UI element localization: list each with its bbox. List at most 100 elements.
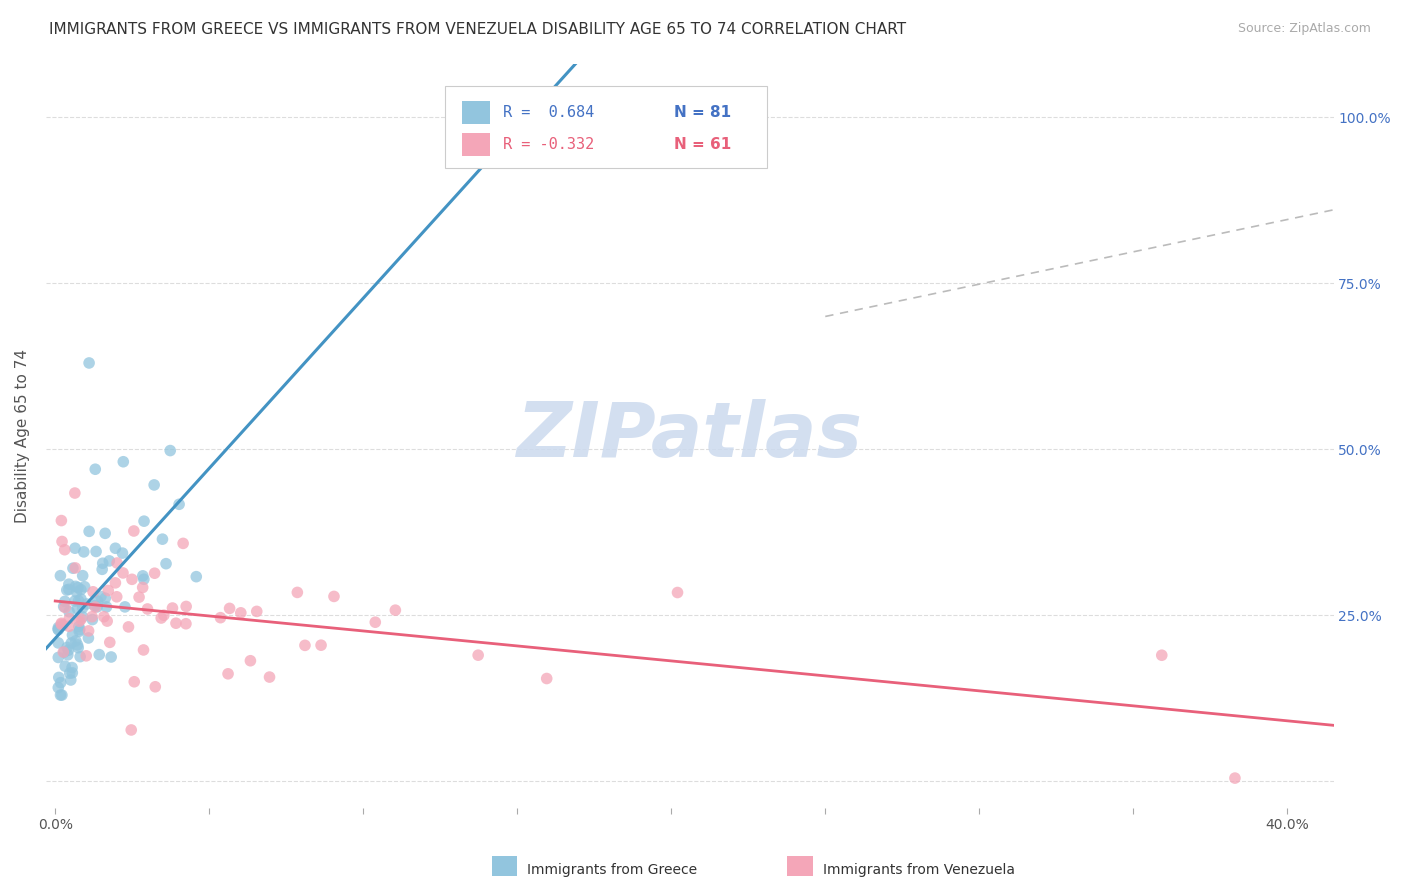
- Point: [186, 569, 208, 583]
- Point: [152, 532, 174, 546]
- Point: [66, 638, 89, 652]
- Point: [89, 648, 111, 662]
- FancyBboxPatch shape: [446, 87, 768, 169]
- Point: [63, 594, 86, 608]
- Point: [58, 643, 80, 657]
- Point: [174, 599, 197, 614]
- Point: [60, 636, 83, 650]
- Text: R = -0.332: R = -0.332: [503, 136, 595, 152]
- Point: [65, 561, 87, 575]
- Point: [82, 584, 104, 599]
- Point: [51, 617, 73, 632]
- Point: [72, 568, 94, 582]
- Point: [66, 601, 89, 615]
- Point: [174, 616, 197, 631]
- Point: [58, 612, 80, 626]
- Text: R =  0.684: R = 0.684: [503, 105, 595, 120]
- Point: [162, 601, 184, 615]
- Point: [72, 609, 94, 624]
- Point: [91, 556, 114, 570]
- Point: [229, 606, 252, 620]
- Point: [73, 580, 96, 594]
- Point: [84, 462, 107, 476]
- Point: [666, 585, 689, 599]
- Point: [76, 597, 98, 611]
- Point: [82, 613, 104, 627]
- Point: [143, 566, 166, 581]
- Point: [100, 650, 122, 665]
- Point: [67, 624, 90, 639]
- Point: [63, 541, 86, 556]
- Point: [67, 614, 90, 628]
- Point: [122, 674, 145, 689]
- Point: [98, 554, 121, 568]
- Point: [48, 670, 70, 684]
- Point: [67, 619, 90, 633]
- Point: [49, 675, 72, 690]
- Point: [86, 599, 108, 614]
- Point: [46, 623, 69, 637]
- Point: [143, 680, 166, 694]
- Point: [46, 621, 69, 635]
- Point: [51, 534, 73, 549]
- Point: [323, 590, 346, 604]
- Point: [46, 650, 69, 665]
- Point: [121, 572, 143, 586]
- Point: [60, 665, 83, 680]
- FancyBboxPatch shape: [461, 102, 491, 124]
- Point: [56, 640, 79, 655]
- Point: [1223, 771, 1246, 785]
- Point: [111, 546, 134, 560]
- Point: [86, 594, 108, 608]
- Point: [246, 604, 269, 618]
- Point: [120, 723, 142, 737]
- Point: [72, 600, 94, 615]
- Point: [69, 649, 91, 664]
- Point: [63, 486, 86, 500]
- Point: [155, 557, 177, 571]
- Point: [77, 631, 100, 645]
- Point: [58, 605, 80, 619]
- Point: [364, 615, 387, 630]
- Point: [384, 603, 406, 617]
- Point: [53, 659, 76, 673]
- Point: [49, 688, 72, 702]
- Point: [153, 608, 176, 623]
- Point: [93, 609, 115, 624]
- Point: [83, 599, 105, 613]
- Point: [132, 643, 155, 657]
- Point: [94, 526, 117, 541]
- Point: [77, 624, 100, 638]
- Point: [65, 585, 87, 599]
- Point: [69, 582, 91, 597]
- Point: [239, 654, 262, 668]
- Point: [309, 638, 332, 652]
- Point: [58, 582, 80, 597]
- Point: [46, 622, 69, 636]
- Point: [114, 599, 136, 614]
- Point: [49, 568, 72, 582]
- Point: [80, 609, 103, 624]
- Point: [65, 633, 87, 648]
- Text: IMMIGRANTS FROM GREECE VS IMMIGRANTS FROM VENEZUELA DISABILITY AGE 65 TO 74 CORR: IMMIGRANTS FROM GREECE VS IMMIGRANTS FRO…: [49, 22, 907, 37]
- Point: [128, 590, 150, 604]
- Point: [104, 575, 127, 590]
- Point: [51, 688, 73, 702]
- Point: [52, 645, 75, 659]
- Point: [97, 583, 120, 598]
- Point: [52, 618, 75, 632]
- Point: [104, 541, 127, 556]
- Point: [209, 610, 232, 624]
- Point: [294, 638, 316, 652]
- Point: [62, 561, 84, 575]
- Point: [150, 611, 173, 625]
- Point: [60, 660, 83, 674]
- Point: [77, 524, 100, 539]
- Text: ZIPatlas: ZIPatlas: [517, 399, 863, 473]
- Point: [285, 585, 308, 599]
- Point: [69, 623, 91, 637]
- Point: [55, 582, 77, 597]
- Point: [67, 640, 90, 655]
- Point: [132, 572, 155, 586]
- Point: [143, 478, 166, 492]
